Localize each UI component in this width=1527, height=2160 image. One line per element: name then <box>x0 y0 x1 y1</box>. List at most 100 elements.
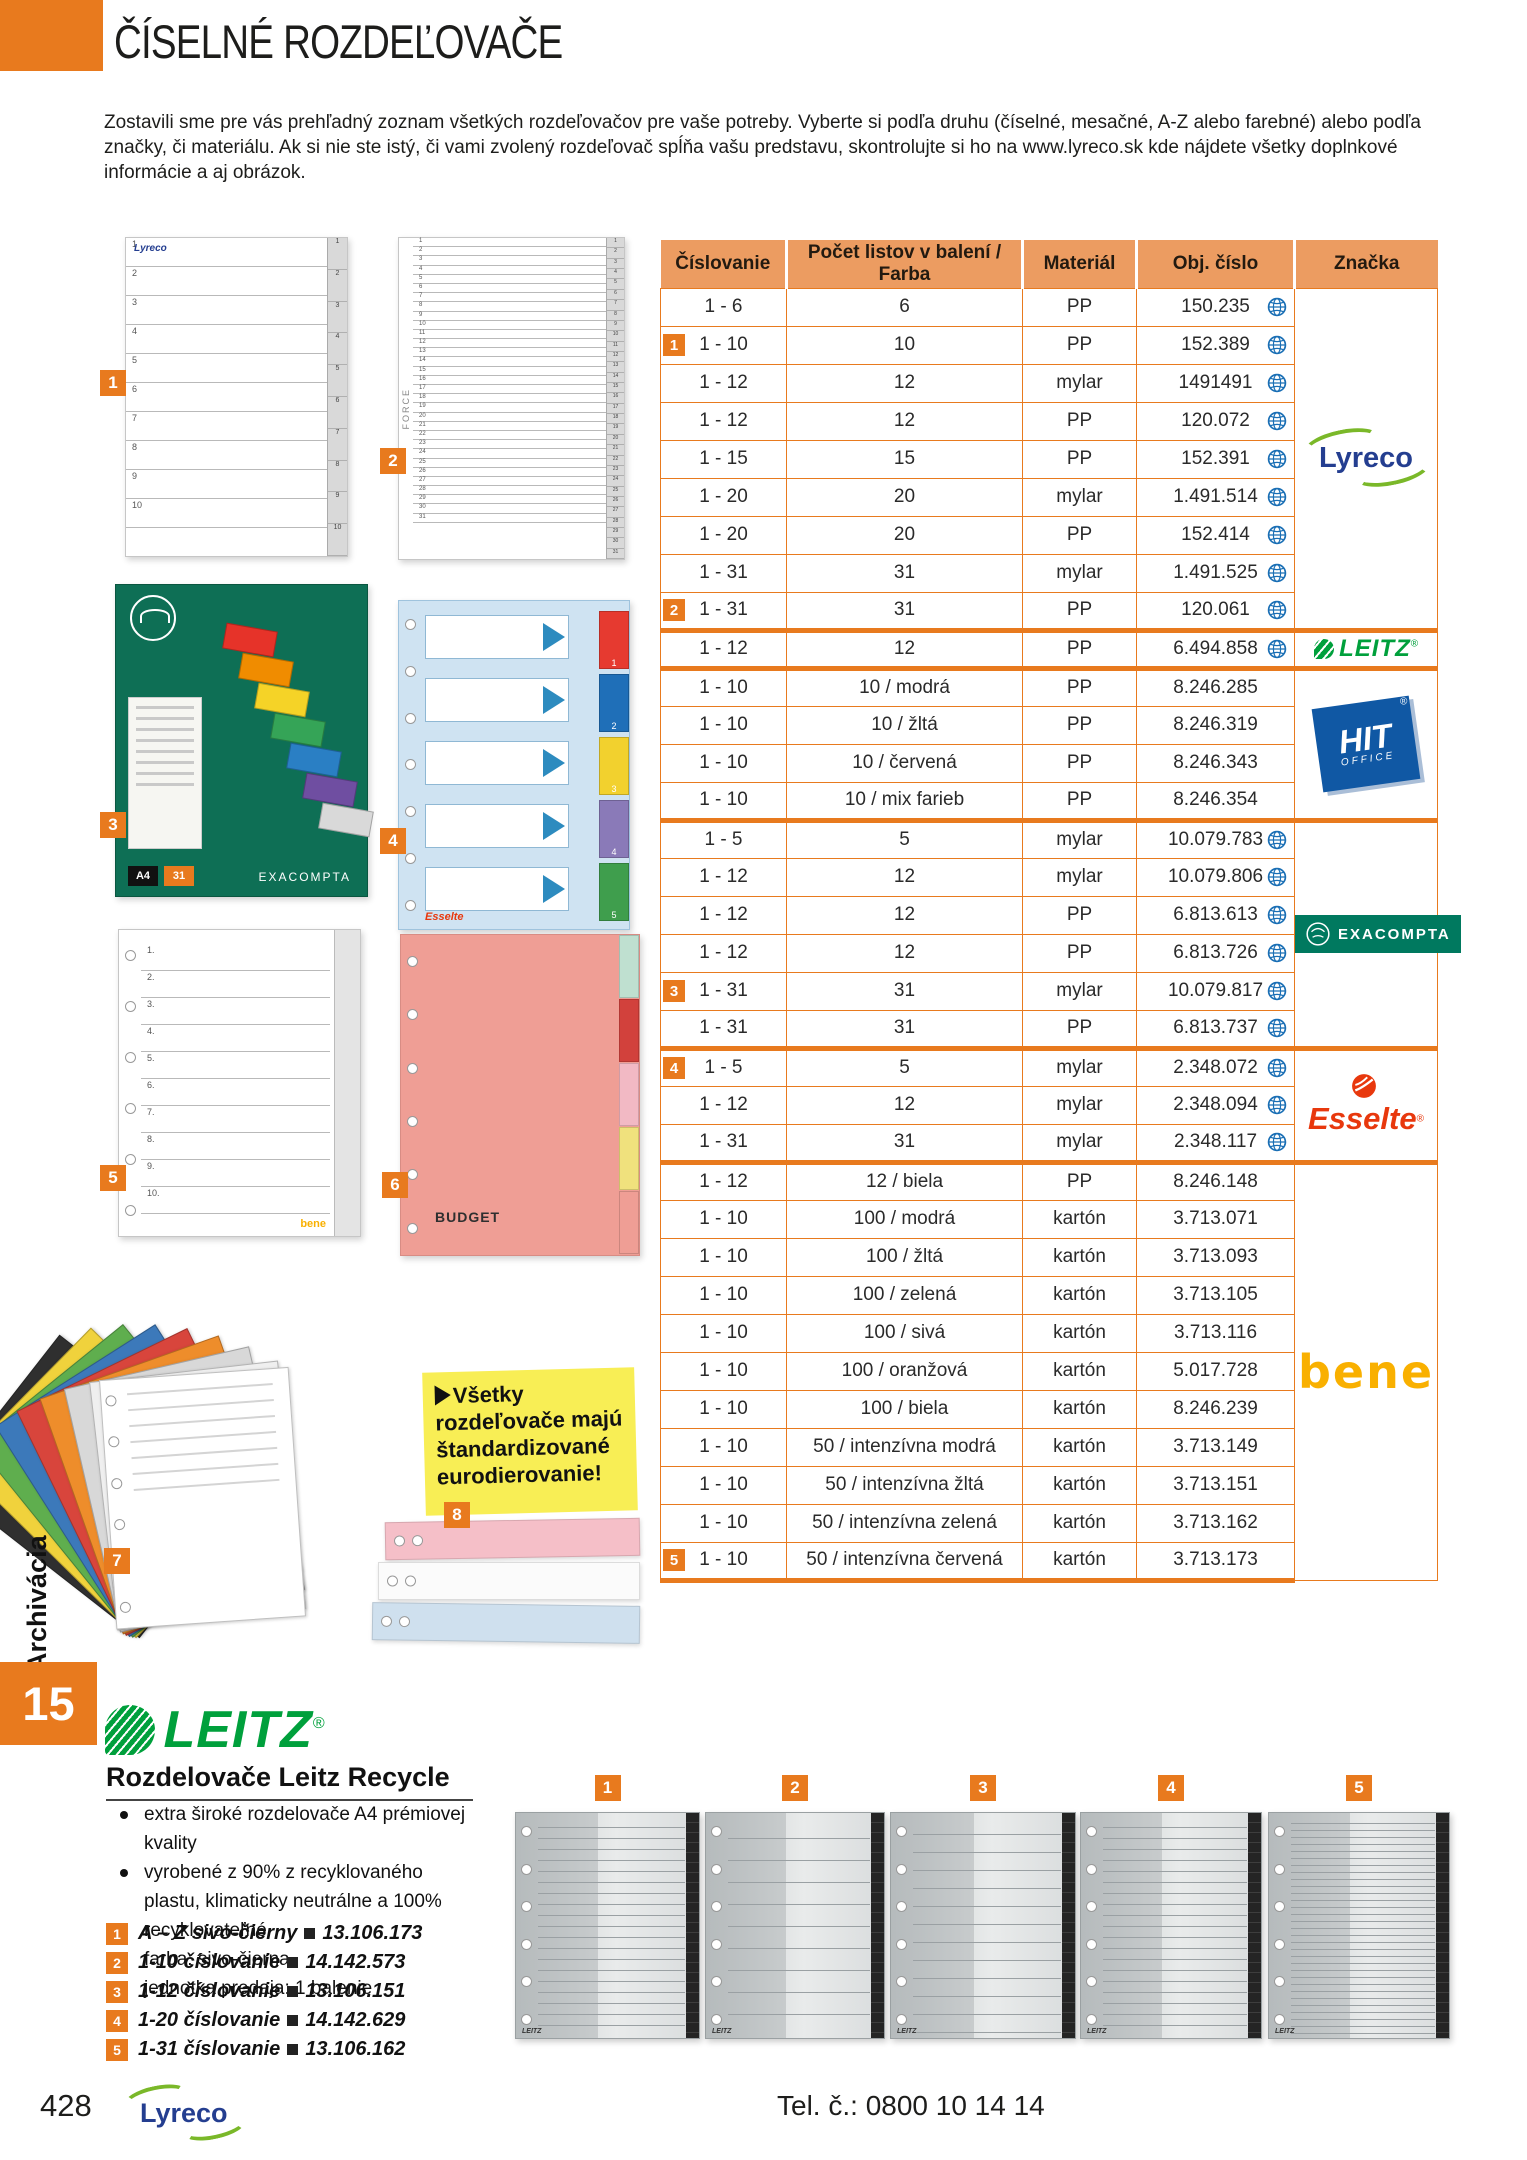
divider-line: 7. <box>141 1106 330 1133</box>
cell-material: kartón <box>1022 1237 1137 1277</box>
product-photo-divider-grey: 1. 2. 3. 4. 5. 6. 7. 8. 9. 10. bene <box>118 929 361 1237</box>
obj-number: 1.491.525 <box>1173 562 1258 583</box>
obj-number: 152.391 <box>1181 448 1250 469</box>
cell-material: kartón <box>1022 1275 1137 1315</box>
obj-number: 10.079.817 <box>1167 980 1264 1001</box>
line-number: 25 <box>419 458 426 465</box>
cell-pocet-farba: 15 <box>786 439 1023 479</box>
esselte-logo-text: Esselte <box>1308 1101 1417 1136</box>
line-number: 2 <box>419 247 423 254</box>
eurodierovanie-callout: Všetky rozdeľovače majú štandardizované … <box>422 1367 638 1516</box>
cell-pocet-farba: 6 <box>786 287 1023 327</box>
cislovanie-value: 1 - 10 <box>699 752 748 773</box>
cell-pocet-farba: 31 <box>786 1009 1023 1049</box>
product-photo-divider-1-10: Lyreco 1 2 3 4 5 6 7 8 9 10 1 2 3 4 5 6 7 8 9 10 <box>125 237 348 557</box>
divider-lines <box>728 1817 870 2034</box>
cell-obj-cislo: 5.017.728 <box>1136 1351 1295 1391</box>
tab-number: 24 <box>607 476 624 487</box>
column-header-2: Materiál <box>1021 240 1137 288</box>
esselte-mini-logo: Esselte <box>425 911 464 923</box>
obj-number: 152.414 <box>1181 524 1250 545</box>
tab-number: 2 <box>607 248 624 259</box>
tab-number: 29 <box>607 528 624 539</box>
item-name: 1-20 číslovanie <box>138 2009 281 2031</box>
cell-cislovanie: 1 - 10 <box>660 1389 787 1429</box>
cislovanie-value: 1 - 10 <box>699 789 748 810</box>
budget-mini-logo: BUDGET <box>435 1209 501 1225</box>
leitz-swoosh-icon <box>105 1705 155 1755</box>
cell-cislovanie: 1 - 15 <box>660 439 787 479</box>
cislovanie-value: 1 - 5 <box>704 1057 743 1078</box>
globe-icon <box>1267 449 1287 469</box>
divider-line: 14 <box>413 357 624 367</box>
cell-pocet-farba: 10 / mix farieb <box>786 781 1023 821</box>
product-photo-fanned-dividers <box>0 1324 375 1647</box>
format-a4-label: A4 <box>128 866 158 886</box>
cell-cislovanie: 1 - 10 <box>660 1275 787 1315</box>
punch-holes <box>1085 1813 1097 2038</box>
line-number: 22 <box>419 430 426 437</box>
leitz-swoosh-icon <box>1313 639 1334 659</box>
obj-number: 3.713.149 <box>1173 1436 1258 1457</box>
cell-material: mylar <box>1022 1123 1137 1163</box>
cell-pocet-farba: 100 / modrá <box>786 1199 1023 1239</box>
cell-obj-cislo: 6.813.613 <box>1136 895 1295 935</box>
table-row: 1 - 10 50 / intenzívna modrá kartón 3.713.1… <box>660 1427 1438 1467</box>
cell-cislovanie: 2 1 - 31 <box>660 591 787 631</box>
cell-obj-cislo: 1.491.525 <box>1136 553 1295 593</box>
cell-cislovanie: 1 - 10 <box>660 665 787 707</box>
photo-marker-3: 3 <box>100 812 126 838</box>
line-number: 6 <box>419 283 423 290</box>
fan-tab <box>286 742 342 778</box>
photo-marker-4: 4 <box>380 828 406 854</box>
line-number: 5. <box>147 1053 155 1063</box>
index-row: 2 <box>399 670 629 732</box>
obj-number: 6.494.858 <box>1173 638 1258 659</box>
exacompta-doodle-icon <box>1306 922 1330 946</box>
globe-icon <box>1267 335 1287 355</box>
promo-item: 4 1-20 číslovanie 14.142.629 <box>106 2008 506 2037</box>
cell-pocet-farba: 100 / sivá <box>786 1313 1023 1353</box>
cell-cislovanie: 1 - 31 <box>660 1009 787 1049</box>
cislovanie-value: 1 - 31 <box>699 562 748 583</box>
leitz-logo: LEITZ® <box>105 1700 325 1760</box>
cell-material: PP <box>1022 325 1137 365</box>
cell-pocet-farba: 31 <box>786 1123 1023 1163</box>
table-row: 1 - 20 20 mylar 1.491.514 <box>660 477 1438 517</box>
fan-tab <box>254 682 310 718</box>
lyreco-footer-logo: Lyreco <box>122 2079 248 2146</box>
divider-line: 2 <box>126 267 347 296</box>
promo-item: 1 A – Z sivo-čierny 13.106.173 <box>106 1921 506 1950</box>
cell-cislovanie: 1 - 10 <box>660 781 787 821</box>
cell-pocet-farba: 50 / intenzívna modrá <box>786 1427 1023 1467</box>
tab-number: 3 <box>607 259 624 270</box>
cell-material: PP <box>1022 665 1137 707</box>
tab-number: 21 <box>607 445 624 456</box>
item-label: 1-12 číslovanie 13.106.151 <box>138 1980 405 2003</box>
tab-number: 15 <box>607 383 624 394</box>
cell-pocet-farba: 100 / biela <box>786 1389 1023 1429</box>
line-number: 24 <box>419 449 426 456</box>
divider-line: 30 <box>413 504 624 514</box>
line-number: 10. <box>147 1188 160 1198</box>
cell-material: kartón <box>1022 1351 1137 1391</box>
table-row: 1 - 31 31 PP 6.813.737 <box>660 1009 1438 1049</box>
exacompta-caption: EXACOMPTA <box>258 870 351 884</box>
cell-material: kartón <box>1022 1389 1137 1429</box>
color-tab <box>619 1127 639 1190</box>
line-number: 2. <box>147 972 155 982</box>
cislovanie-value: 1 - 12 <box>699 904 748 925</box>
divider-line: 2 <box>413 247 624 257</box>
index-row: 3 <box>399 733 629 795</box>
divider-line: 8 <box>413 302 624 312</box>
item-label: 1-31 číslovanie 13.106.162 <box>138 2038 405 2061</box>
line-number: 1 <box>132 239 138 249</box>
line-number: 3. <box>147 999 155 1009</box>
cell-obj-cislo: 8.246.354 <box>1136 781 1295 821</box>
cell-cislovanie: 3 1 - 31 <box>660 971 787 1011</box>
leitz-logo: LEITZ® <box>1313 635 1418 663</box>
cislovanie-value: 1 - 10 <box>699 1322 748 1343</box>
obj-number: 3.713.105 <box>1173 1284 1258 1305</box>
cell-obj-cislo: 8.246.148 <box>1136 1159 1295 1201</box>
